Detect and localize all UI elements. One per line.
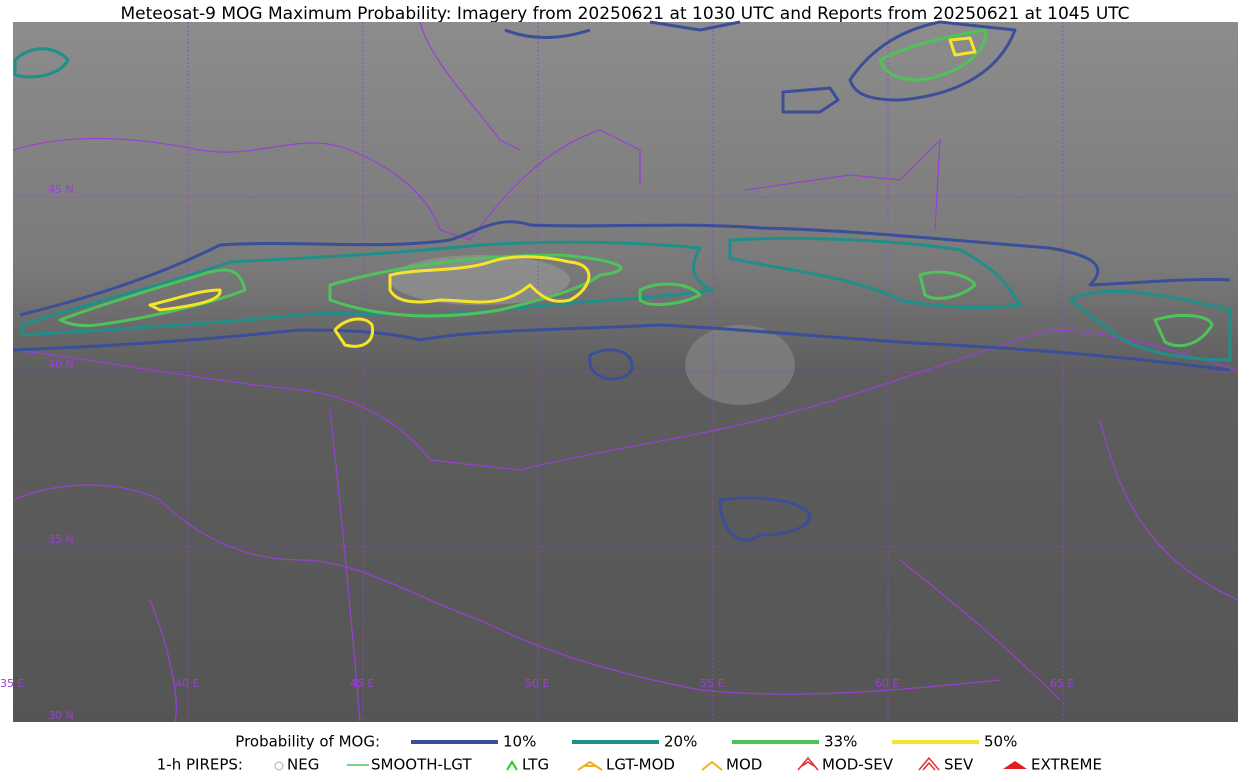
extreme-icon: [1003, 761, 1027, 769]
sev-icon: [918, 756, 940, 771]
legend-entry: LTG: [522, 756, 549, 774]
legend-entry: 50%: [984, 733, 1017, 751]
lon-label: 45 E: [350, 677, 374, 690]
legend-entry: MOD-SEV: [822, 756, 894, 774]
cloud: [390, 255, 570, 305]
lat-labels: 45 N 40 N 35 N 30 N: [48, 183, 74, 722]
legend-label: 1-h PIREPS:: [157, 756, 243, 774]
legend-pireps: 1-h PIREPS: NEG SMOOTH-LGT LTG LGT-MOD M…: [157, 756, 1102, 774]
borders: [12, 21, 1239, 723]
legend-probability: Probability of MOG: 10% 20% 33% 50%: [235, 733, 1017, 751]
lgt-mod-icon: [577, 760, 603, 771]
graticule: [13, 22, 1238, 722]
ltg-icon: [506, 760, 518, 771]
lat-label: 35 N: [48, 533, 74, 546]
neg-icon: [274, 761, 284, 771]
legend-entry: EXTREME: [1031, 756, 1102, 774]
lon-label: 50 E: [525, 677, 549, 690]
title: Meteosat-9 MOG Maximum Probability: Imag…: [120, 4, 1129, 24]
contours: [12, 20, 1232, 542]
lat-label: 45 N: [48, 183, 74, 196]
legend-entry: 20%: [664, 733, 697, 751]
legend-entry: LGT-MOD: [606, 756, 675, 774]
lon-label: 60 E: [875, 677, 899, 690]
legend-entry: 33%: [824, 733, 857, 751]
mod-icon: [701, 760, 723, 771]
lon-label: 40 E: [175, 677, 199, 690]
legend-label: Probability of MOG:: [235, 733, 380, 751]
lat-label: 40 N: [48, 358, 74, 371]
mod-sev-icon: [797, 756, 819, 771]
lat-label: 30 N: [48, 709, 74, 722]
legend-entry: MOD: [726, 756, 762, 774]
legend-entry: 10%: [503, 733, 536, 751]
lon-labels: 35 E 40 E 45 E 50 E 55 E 60 E 65 E: [0, 677, 1074, 690]
legend-entry: SEV: [944, 756, 974, 774]
cloud: [685, 325, 795, 405]
legend-entry: SMOOTH-LGT: [371, 756, 472, 774]
lon-label: 35 E: [0, 677, 24, 690]
map: 45 N 40 N 35 N 30 N 35 E 40 E 45 E 50 E …: [0, 20, 1239, 723]
legend-entry: NEG: [287, 756, 319, 774]
lon-label: 65 E: [1050, 677, 1074, 690]
lon-label: 55 E: [700, 677, 724, 690]
